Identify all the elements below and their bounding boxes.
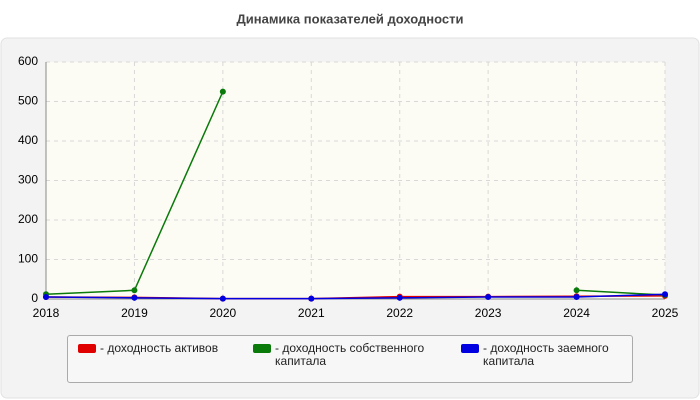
data-point	[396, 294, 403, 301]
x-tick-label: 2018	[33, 306, 60, 320]
data-point	[662, 291, 668, 298]
data-point	[573, 287, 580, 294]
x-tick-label: 2023	[475, 306, 502, 320]
legend-label: - доходность собственного капитала	[275, 341, 425, 368]
data-point	[308, 295, 315, 302]
x-tick-label: 2020	[210, 306, 237, 320]
data-point	[131, 287, 138, 294]
y-tick-label: 200	[18, 212, 38, 226]
x-tick-label: 2025	[652, 306, 679, 320]
legend-swatch	[253, 344, 271, 353]
plot-area	[46, 62, 665, 299]
y-tick-label: 400	[18, 133, 38, 147]
legend-label: - доходность заемного капитала	[483, 341, 609, 368]
y-tick-label: 300	[18, 173, 38, 187]
data-point	[219, 295, 226, 302]
series-line	[45, 293, 666, 300]
legend-swatch	[78, 344, 96, 353]
y-tick-label: 0	[31, 291, 38, 305]
data-point	[131, 294, 138, 301]
y-tick-label: 100	[18, 252, 38, 266]
x-tick-label: 2019	[121, 306, 148, 320]
data-point	[485, 294, 492, 301]
data-point	[573, 294, 580, 301]
legend-label: - доходность активов	[100, 341, 219, 355]
legend: - доходность активов - доходность собстве…	[67, 335, 633, 383]
y-tick-label: 500	[18, 94, 38, 108]
legend-item: - доходность заемного капитала	[461, 342, 621, 368]
legend-swatch	[461, 344, 479, 353]
x-tick-label: 2024	[563, 306, 590, 320]
legend-item: - доходность собственного капитала	[253, 342, 433, 368]
y-tick-label: 600	[18, 54, 38, 68]
chart-title: Динамика показателей доходности	[236, 11, 463, 26]
x-tick-label: 2021	[298, 306, 325, 320]
x-tick-label: 2022	[386, 306, 413, 320]
data-point	[219, 88, 226, 95]
data-point	[43, 294, 49, 301]
legend-item: - доходность активов	[78, 342, 248, 355]
